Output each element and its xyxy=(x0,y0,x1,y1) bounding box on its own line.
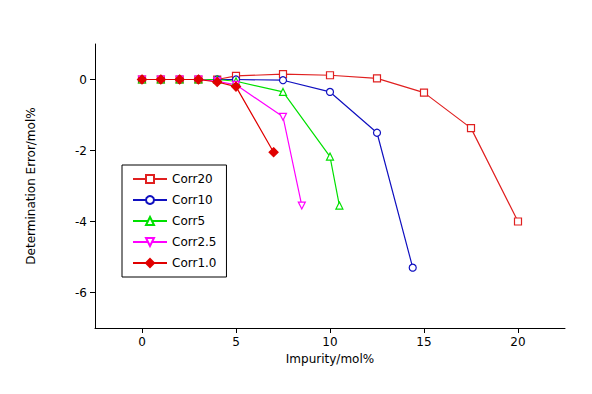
svg-text:Impurity/mol%: Impurity/mol% xyxy=(286,352,374,366)
svg-text:Corr20: Corr20 xyxy=(172,172,213,186)
svg-text:Corr5: Corr5 xyxy=(172,214,205,228)
svg-text:-6: -6 xyxy=(75,286,87,300)
svg-text:5: 5 xyxy=(232,335,240,349)
svg-text:15: 15 xyxy=(416,335,431,349)
svg-text:20: 20 xyxy=(510,335,525,349)
svg-text:Corr10: Corr10 xyxy=(172,193,213,207)
svg-text:Corr1.0: Corr1.0 xyxy=(172,256,216,270)
svg-text:10: 10 xyxy=(322,335,337,349)
svg-text:0: 0 xyxy=(138,335,146,349)
svg-text:Corr2.5: Corr2.5 xyxy=(172,235,216,249)
svg-text:-4: -4 xyxy=(75,215,87,229)
svg-text:-2: -2 xyxy=(75,144,87,158)
svg-text:Determination Error/mol%: Determination Error/mol% xyxy=(24,107,38,264)
svg-text:0: 0 xyxy=(79,73,87,87)
